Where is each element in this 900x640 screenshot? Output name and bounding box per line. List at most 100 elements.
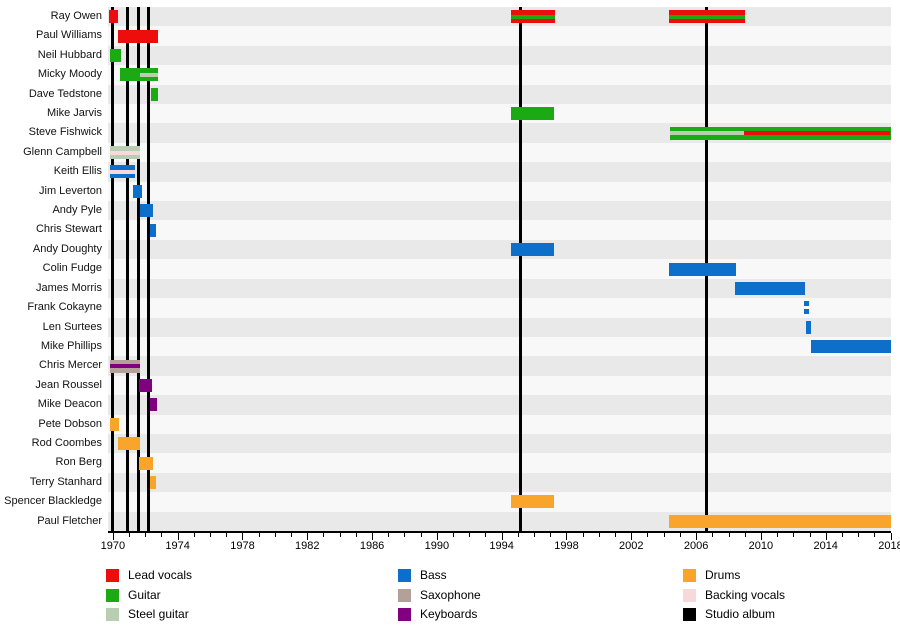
axis-minor-tick — [129, 533, 131, 537]
axis-minor-tick — [858, 533, 860, 537]
member-label: Ray Owen — [50, 10, 102, 22]
axis-minor-tick — [388, 533, 390, 537]
axis-tick-label: 2018 — [878, 540, 900, 552]
axis-major-tick — [566, 533, 568, 540]
legend-label: Backing vocals — [705, 587, 786, 602]
axis-minor-tick — [226, 533, 228, 537]
member-label: Jean Roussel — [35, 378, 102, 391]
axis-minor-tick — [550, 533, 552, 537]
axis-minor-tick — [274, 533, 276, 537]
member-bar — [734, 281, 806, 295]
legend-swatch-backing-vocals — [683, 588, 696, 602]
axis-major-tick — [307, 533, 309, 540]
row-stripe — [108, 278, 891, 299]
member-label: Colin Fudge — [42, 262, 102, 275]
legend-swatch-drums — [683, 569, 696, 582]
axis-minor-tick — [453, 533, 455, 537]
axis-major-tick — [177, 533, 179, 540]
legend-label: Steel guitar — [128, 607, 189, 621]
axis-minor-tick — [291, 533, 293, 537]
row-stripe — [108, 259, 891, 279]
member-label: Keith Ellis — [53, 165, 102, 178]
axis-tick-label: 1982 — [295, 540, 320, 552]
axis-major-tick — [825, 533, 827, 540]
axis-minor-tick — [323, 533, 325, 537]
axis-tick-label: 1994 — [489, 540, 514, 552]
axis-minor-tick — [420, 533, 422, 537]
member-label: Micky Moody — [37, 68, 102, 81]
member-label: Andy Pyle — [52, 204, 102, 217]
member-label: Len Surtees — [42, 320, 102, 333]
axis-tick-label: 2014 — [813, 540, 838, 552]
axis-minor-tick — [712, 533, 714, 537]
axis-minor-tick — [469, 533, 471, 537]
bar-role-stripe — [109, 364, 140, 369]
member-bar — [138, 456, 153, 470]
axis-minor-tick — [258, 533, 260, 537]
axis-major-tick — [372, 533, 374, 540]
row-stripe — [108, 453, 891, 473]
axis-minor-tick — [210, 533, 212, 537]
row-stripe — [108, 298, 891, 318]
member-label: Mike Phillips — [40, 339, 102, 352]
member-label: Frank Cokayne — [27, 301, 102, 314]
legend-swatch-keyboards — [398, 608, 411, 621]
member-bar — [120, 68, 159, 82]
axis-minor-tick — [777, 533, 779, 537]
row-stripe — [108, 7, 891, 27]
row-stripe — [108, 181, 891, 202]
member-label: Terry Stanhard — [29, 475, 102, 488]
axis-tick-label: 2010 — [748, 540, 774, 552]
row-stripe — [108, 472, 891, 493]
member-label: Ron Berg — [55, 456, 102, 469]
member-bar — [133, 184, 143, 198]
member-bar — [109, 49, 121, 63]
axis-minor-tick — [679, 533, 681, 537]
axis-major-tick — [242, 533, 244, 540]
member-bar — [150, 398, 157, 412]
member-label: Mike Jarvis — [46, 107, 102, 120]
axis-tick-label: 1970 — [100, 540, 126, 552]
member-bar — [109, 417, 119, 431]
bar-role-stripe — [109, 169, 135, 174]
row-stripe — [108, 26, 891, 46]
x-axis-line — [108, 531, 891, 533]
member-bar — [108, 10, 118, 24]
legend-label: Drums — [705, 568, 741, 582]
axis-minor-tick — [582, 533, 584, 537]
bar-role-stripe — [670, 131, 744, 136]
row-stripe — [108, 162, 891, 182]
member-label: Glenn Campbell — [23, 145, 102, 158]
member-bar — [109, 146, 140, 160]
studio-album-line — [110, 7, 114, 531]
row-stripe — [108, 104, 891, 124]
legend-label: Studio album — [705, 607, 776, 621]
member-bar — [811, 340, 891, 354]
member-bar — [150, 223, 156, 237]
axis-minor-tick — [161, 533, 163, 537]
axis-minor-tick — [145, 533, 147, 537]
axis-major-tick — [501, 533, 503, 540]
row-stripe — [108, 65, 891, 85]
legend-swatch-studio-album — [683, 608, 696, 621]
member-bar — [140, 204, 153, 218]
row-stripe — [108, 142, 891, 163]
studio-album-line — [147, 7, 150, 531]
member-bar — [803, 301, 809, 315]
legend-label: Keyboards — [420, 607, 478, 621]
row-stripe — [108, 317, 891, 337]
member-bar — [511, 495, 554, 509]
bar-role-stripe — [743, 131, 891, 136]
studio-album-line — [137, 7, 141, 531]
member-label: Neil Hubbard — [37, 48, 102, 61]
legend-label: Bass — [420, 568, 447, 582]
member-bar — [138, 378, 152, 392]
row-stripe — [108, 414, 891, 434]
axis-minor-tick — [647, 533, 649, 537]
axis-minor-tick — [793, 533, 795, 537]
axis-tick-label: 2002 — [619, 540, 644, 552]
member-bar — [117, 437, 140, 451]
legend-swatch-steel-guitar — [106, 608, 119, 621]
member-bar — [109, 359, 140, 373]
